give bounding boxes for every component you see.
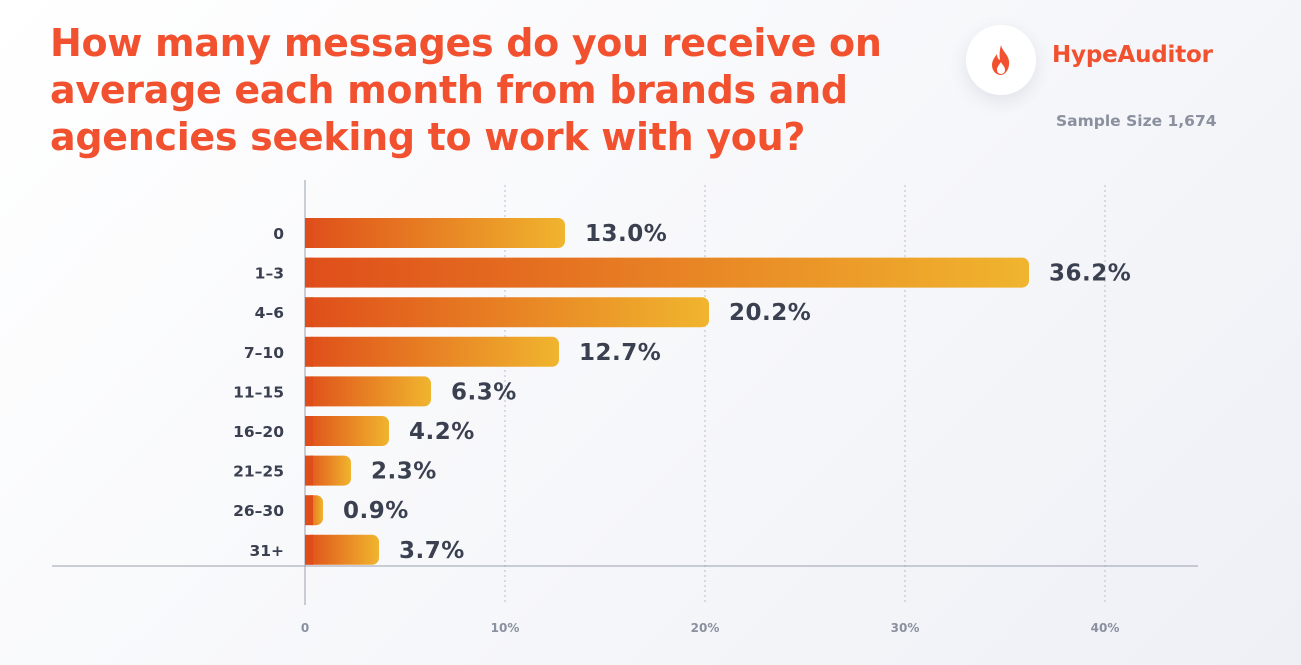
bar-8 [305, 534, 379, 565]
value-label-8: 3.7% [399, 538, 465, 564]
category-label-2: 4–6 [255, 304, 284, 322]
category-label-0: 0 [273, 225, 284, 243]
value-label-5: 4.2% [409, 419, 475, 445]
bar-4 [305, 376, 431, 407]
x-tick-label-0: 0 [301, 621, 309, 635]
bar-base-3 [305, 336, 313, 367]
category-label-4: 11–15 [233, 383, 284, 401]
bar-base-6 [305, 455, 313, 486]
category-label-3: 7–10 [244, 344, 284, 362]
x-tick-label-2: 20% [691, 621, 720, 635]
brand-logo [966, 25, 1036, 95]
brand-name: HypeAuditor [1052, 42, 1213, 68]
sample-size: Sample Size 1,674 [1056, 112, 1217, 130]
value-label-1: 36.2% [1049, 261, 1131, 287]
value-label-6: 2.3% [371, 459, 437, 485]
bar-2 [305, 297, 709, 328]
category-label-6: 21–25 [233, 463, 284, 481]
bar-base-4 [305, 376, 313, 407]
bar-base-2 [305, 297, 313, 328]
bar-base-1 [305, 257, 313, 288]
category-label-8: 31+ [249, 542, 284, 560]
bar-base-5 [305, 416, 313, 446]
bar-1 [305, 257, 1029, 288]
value-label-2: 20.2% [729, 300, 811, 326]
bar-3 [305, 336, 559, 367]
chart-title: How many messages do you receive on aver… [50, 21, 882, 159]
value-label-7: 0.9% [343, 498, 409, 524]
bar-base-0 [305, 218, 313, 248]
category-label-1: 1–3 [255, 265, 284, 283]
bar-base-7 [305, 495, 313, 526]
value-label-0: 13.0% [585, 221, 667, 247]
bar-base-8 [305, 534, 313, 565]
x-tick-label-3: 30% [891, 621, 920, 635]
x-tick-label-1: 10% [491, 621, 520, 635]
flame-icon [992, 45, 1010, 75]
bar-6 [305, 455, 351, 486]
bar-5 [305, 416, 389, 446]
value-label-3: 12.7% [579, 340, 661, 366]
value-label-4: 6.3% [451, 379, 517, 405]
x-tick-label-4: 40% [1091, 621, 1120, 635]
category-label-7: 26–30 [233, 502, 284, 520]
category-label-5: 16–20 [233, 423, 284, 441]
bar-0 [305, 218, 565, 248]
